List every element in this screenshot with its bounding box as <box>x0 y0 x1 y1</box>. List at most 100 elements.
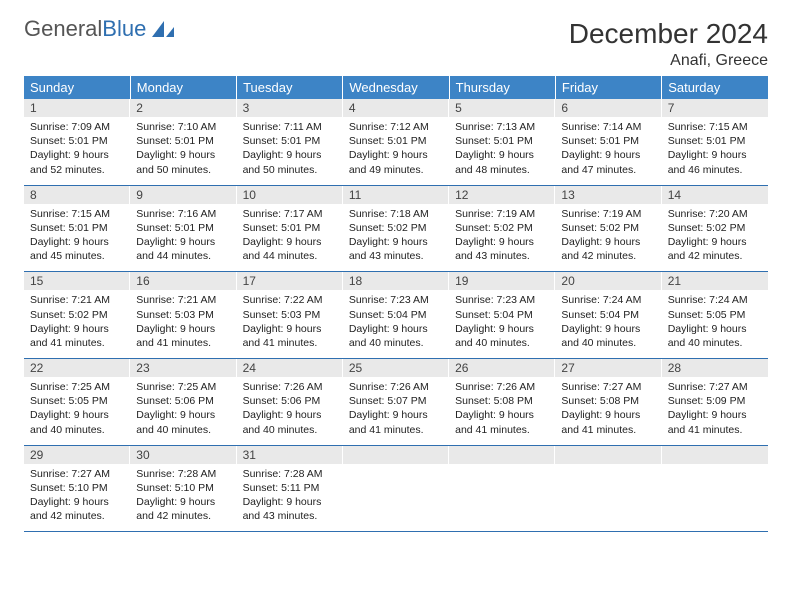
day-body-empty <box>662 464 768 526</box>
day-body: Sunrise: 7:12 AMSunset: 5:01 PMDaylight:… <box>343 117 449 185</box>
calendar-cell: 31Sunrise: 7:28 AMSunset: 5:11 PMDayligh… <box>237 445 343 532</box>
day-body: Sunrise: 7:19 AMSunset: 5:02 PMDaylight:… <box>555 204 661 272</box>
calendar-cell: 26Sunrise: 7:26 AMSunset: 5:08 PMDayligh… <box>449 359 555 446</box>
day-number-empty <box>343 446 449 464</box>
calendar-cell: 24Sunrise: 7:26 AMSunset: 5:06 PMDayligh… <box>237 359 343 446</box>
calendar-cell <box>449 445 555 532</box>
calendar-cell: 9Sunrise: 7:16 AMSunset: 5:01 PMDaylight… <box>130 185 236 272</box>
day-number: 12 <box>449 186 555 204</box>
calendar-row: 15Sunrise: 7:21 AMSunset: 5:02 PMDayligh… <box>24 272 768 359</box>
calendar-cell: 20Sunrise: 7:24 AMSunset: 5:04 PMDayligh… <box>555 272 661 359</box>
day-number: 16 <box>130 272 236 290</box>
day-body: Sunrise: 7:23 AMSunset: 5:04 PMDaylight:… <box>343 290 449 358</box>
day-body: Sunrise: 7:16 AMSunset: 5:01 PMDaylight:… <box>130 204 236 272</box>
calendar-cell: 1Sunrise: 7:09 AMSunset: 5:01 PMDaylight… <box>24 99 130 185</box>
day-number: 27 <box>555 359 661 377</box>
day-body: Sunrise: 7:21 AMSunset: 5:02 PMDaylight:… <box>24 290 130 358</box>
weekday-header: Thursday <box>449 76 555 99</box>
header-row: GeneralBlue December 2024 <box>24 18 768 50</box>
day-body: Sunrise: 7:15 AMSunset: 5:01 PMDaylight:… <box>662 117 768 185</box>
calendar-cell: 21Sunrise: 7:24 AMSunset: 5:05 PMDayligh… <box>662 272 768 359</box>
day-number: 28 <box>662 359 768 377</box>
calendar-cell: 10Sunrise: 7:17 AMSunset: 5:01 PMDayligh… <box>237 185 343 272</box>
day-number: 17 <box>237 272 343 290</box>
logo: GeneralBlue <box>24 18 176 40</box>
day-body: Sunrise: 7:25 AMSunset: 5:06 PMDaylight:… <box>130 377 236 445</box>
weekday-header: Wednesday <box>343 76 449 99</box>
weekday-header: Sunday <box>24 76 130 99</box>
day-body: Sunrise: 7:27 AMSunset: 5:09 PMDaylight:… <box>662 377 768 445</box>
day-number: 10 <box>237 186 343 204</box>
calendar-cell: 23Sunrise: 7:25 AMSunset: 5:06 PMDayligh… <box>130 359 236 446</box>
day-body: Sunrise: 7:27 AMSunset: 5:08 PMDaylight:… <box>555 377 661 445</box>
location-subtitle: Anafi, Greece <box>24 52 768 70</box>
day-number: 5 <box>449 99 555 117</box>
day-body-empty <box>555 464 661 526</box>
calendar-cell: 5Sunrise: 7:13 AMSunset: 5:01 PMDaylight… <box>449 99 555 185</box>
calendar-cell: 4Sunrise: 7:12 AMSunset: 5:01 PMDaylight… <box>343 99 449 185</box>
day-number: 19 <box>449 272 555 290</box>
day-number: 20 <box>555 272 661 290</box>
logo-word-1: General <box>24 18 102 40</box>
calendar-cell: 29Sunrise: 7:27 AMSunset: 5:10 PMDayligh… <box>24 445 130 532</box>
calendar-row: 29Sunrise: 7:27 AMSunset: 5:10 PMDayligh… <box>24 445 768 532</box>
day-body: Sunrise: 7:26 AMSunset: 5:08 PMDaylight:… <box>449 377 555 445</box>
day-body: Sunrise: 7:22 AMSunset: 5:03 PMDaylight:… <box>237 290 343 358</box>
day-number: 3 <box>237 99 343 117</box>
calendar-row: 1Sunrise: 7:09 AMSunset: 5:01 PMDaylight… <box>24 99 768 185</box>
day-body: Sunrise: 7:26 AMSunset: 5:06 PMDaylight:… <box>237 377 343 445</box>
weekday-header: Monday <box>130 76 236 99</box>
day-body-empty <box>343 464 449 526</box>
day-number: 18 <box>343 272 449 290</box>
calendar-cell: 18Sunrise: 7:23 AMSunset: 5:04 PMDayligh… <box>343 272 449 359</box>
calendar-cell: 13Sunrise: 7:19 AMSunset: 5:02 PMDayligh… <box>555 185 661 272</box>
day-number: 6 <box>555 99 661 117</box>
calendar-body: 1Sunrise: 7:09 AMSunset: 5:01 PMDaylight… <box>24 99 768 532</box>
day-number: 25 <box>343 359 449 377</box>
calendar-cell: 6Sunrise: 7:14 AMSunset: 5:01 PMDaylight… <box>555 99 661 185</box>
calendar-cell: 16Sunrise: 7:21 AMSunset: 5:03 PMDayligh… <box>130 272 236 359</box>
day-number: 7 <box>662 99 768 117</box>
calendar-cell: 28Sunrise: 7:27 AMSunset: 5:09 PMDayligh… <box>662 359 768 446</box>
calendar-cell <box>555 445 661 532</box>
day-body: Sunrise: 7:28 AMSunset: 5:10 PMDaylight:… <box>130 464 236 532</box>
logo-sail-icon <box>150 19 176 39</box>
day-number: 9 <box>130 186 236 204</box>
calendar-cell: 27Sunrise: 7:27 AMSunset: 5:08 PMDayligh… <box>555 359 661 446</box>
day-number-empty <box>555 446 661 464</box>
day-body: Sunrise: 7:23 AMSunset: 5:04 PMDaylight:… <box>449 290 555 358</box>
calendar-cell: 2Sunrise: 7:10 AMSunset: 5:01 PMDaylight… <box>130 99 236 185</box>
day-body: Sunrise: 7:24 AMSunset: 5:05 PMDaylight:… <box>662 290 768 358</box>
day-body: Sunrise: 7:24 AMSunset: 5:04 PMDaylight:… <box>555 290 661 358</box>
day-body: Sunrise: 7:13 AMSunset: 5:01 PMDaylight:… <box>449 117 555 185</box>
calendar-page: GeneralBlue December 2024 Anafi, Greece … <box>0 0 792 532</box>
calendar-row: 22Sunrise: 7:25 AMSunset: 5:05 PMDayligh… <box>24 359 768 446</box>
day-number: 13 <box>555 186 661 204</box>
day-number-empty <box>662 446 768 464</box>
day-body: Sunrise: 7:19 AMSunset: 5:02 PMDaylight:… <box>449 204 555 272</box>
day-body: Sunrise: 7:21 AMSunset: 5:03 PMDaylight:… <box>130 290 236 358</box>
day-body: Sunrise: 7:18 AMSunset: 5:02 PMDaylight:… <box>343 204 449 272</box>
day-number: 30 <box>130 446 236 464</box>
day-number: 15 <box>24 272 130 290</box>
calendar-cell: 25Sunrise: 7:26 AMSunset: 5:07 PMDayligh… <box>343 359 449 446</box>
calendar-cell: 15Sunrise: 7:21 AMSunset: 5:02 PMDayligh… <box>24 272 130 359</box>
weekday-header: Saturday <box>662 76 768 99</box>
day-number-empty <box>449 446 555 464</box>
day-body: Sunrise: 7:09 AMSunset: 5:01 PMDaylight:… <box>24 117 130 185</box>
calendar-cell <box>662 445 768 532</box>
calendar-cell: 19Sunrise: 7:23 AMSunset: 5:04 PMDayligh… <box>449 272 555 359</box>
day-number: 2 <box>130 99 236 117</box>
day-body: Sunrise: 7:11 AMSunset: 5:01 PMDaylight:… <box>237 117 343 185</box>
day-body: Sunrise: 7:28 AMSunset: 5:11 PMDaylight:… <box>237 464 343 532</box>
day-number: 8 <box>24 186 130 204</box>
calendar-cell: 7Sunrise: 7:15 AMSunset: 5:01 PMDaylight… <box>662 99 768 185</box>
day-number: 29 <box>24 446 130 464</box>
calendar-cell: 22Sunrise: 7:25 AMSunset: 5:05 PMDayligh… <box>24 359 130 446</box>
calendar-cell: 12Sunrise: 7:19 AMSunset: 5:02 PMDayligh… <box>449 185 555 272</box>
day-body-empty <box>449 464 555 526</box>
calendar-cell: 3Sunrise: 7:11 AMSunset: 5:01 PMDaylight… <box>237 99 343 185</box>
day-number: 31 <box>237 446 343 464</box>
page-title: December 2024 <box>569 18 768 50</box>
calendar-cell: 14Sunrise: 7:20 AMSunset: 5:02 PMDayligh… <box>662 185 768 272</box>
